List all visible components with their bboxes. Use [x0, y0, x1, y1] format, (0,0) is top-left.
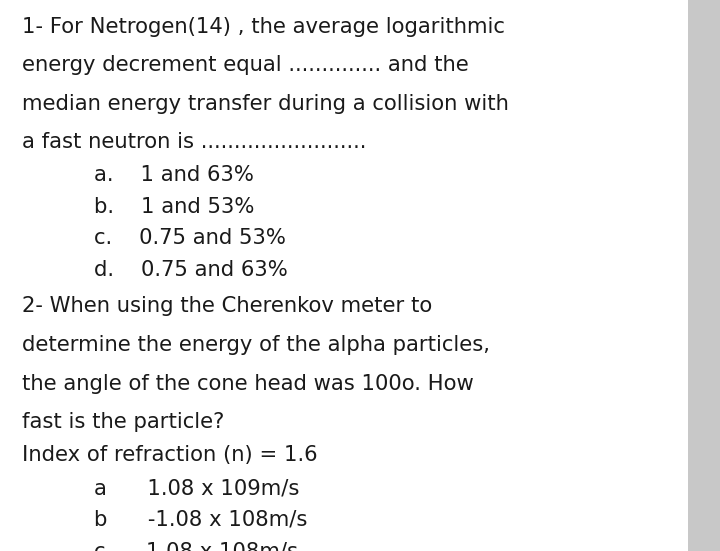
- Text: c.    0.75 and 53%: c. 0.75 and 53%: [94, 228, 285, 248]
- Text: a fast neutron is .........................: a fast neutron is ......................…: [22, 132, 366, 152]
- Text: a.    1 and 63%: a. 1 and 63%: [94, 165, 253, 185]
- Text: b.    1 and 53%: b. 1 and 53%: [94, 197, 254, 217]
- Text: fast is the particle?: fast is the particle?: [22, 412, 224, 432]
- Text: c      1.08 x 108m/s: c 1.08 x 108m/s: [94, 541, 297, 551]
- Text: d.    0.75 and 63%: d. 0.75 and 63%: [94, 260, 287, 279]
- Text: determine the energy of the alpha particles,: determine the energy of the alpha partic…: [22, 335, 490, 355]
- Text: a      1.08 x 109m/s: a 1.08 x 109m/s: [94, 478, 299, 498]
- Text: energy decrement equal .............. and the: energy decrement equal .............. an…: [22, 55, 468, 75]
- Text: b      -1.08 x 108m/s: b -1.08 x 108m/s: [94, 510, 307, 530]
- Text: 1- For Netrogen(14) , the average logarithmic: 1- For Netrogen(14) , the average logari…: [22, 17, 505, 36]
- Text: the angle of the cone head was 100o. How: the angle of the cone head was 100o. How: [22, 374, 473, 393]
- Text: median energy transfer during a collision with: median energy transfer during a collisio…: [22, 94, 508, 114]
- Text: Index of refraction (n) = 1.6: Index of refraction (n) = 1.6: [22, 445, 318, 465]
- Text: 2- When using the Cherenkov meter to: 2- When using the Cherenkov meter to: [22, 296, 432, 316]
